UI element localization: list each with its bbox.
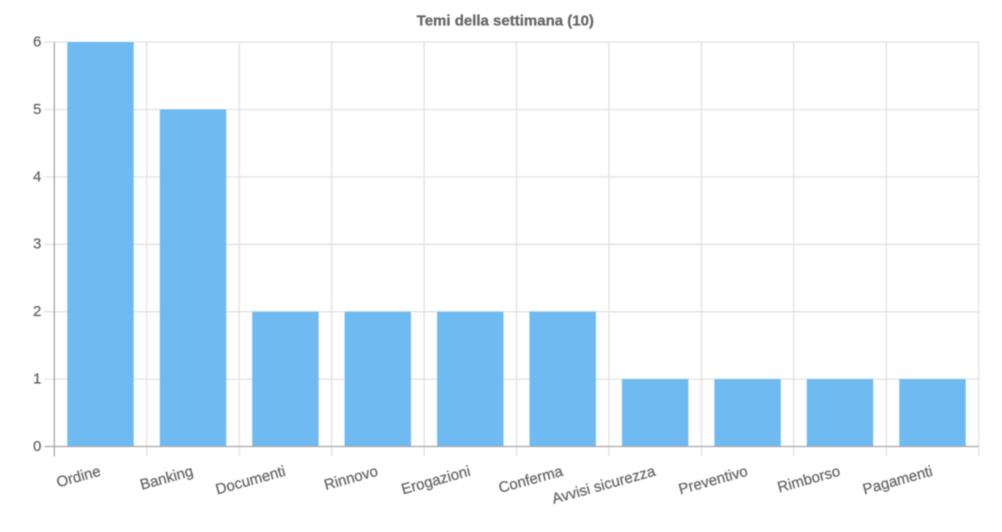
svg-text:3: 3 [33,236,41,253]
svg-text:Temi della settimana (10): Temi della settimana (10) [417,13,594,30]
svg-text:0: 0 [33,438,41,455]
svg-text:2: 2 [33,303,41,320]
svg-text:4: 4 [33,168,41,185]
svg-text:1: 1 [33,371,41,388]
svg-text:6: 6 [33,34,41,51]
svg-text:5: 5 [33,101,41,118]
